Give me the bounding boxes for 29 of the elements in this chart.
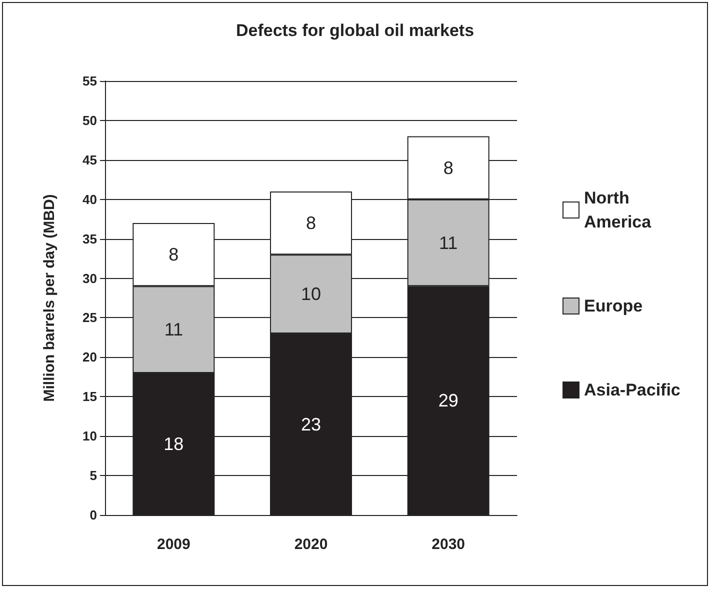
data-label: 23	[300, 414, 322, 434]
y-tick-label: 55	[82, 74, 97, 88]
data-label: 8	[168, 244, 179, 265]
y-tick-label: 30	[82, 270, 97, 286]
y-tick-label: 35	[82, 231, 97, 246]
y-tick-label: 40	[82, 192, 97, 207]
data-label: 29	[438, 390, 458, 411]
y-axis-title: Million barrels per day (MBD)	[41, 194, 58, 402]
y-tick-label: 10	[82, 428, 97, 444]
y-tick-label: 50	[82, 112, 97, 128]
legend-label: Europe	[584, 296, 643, 316]
y-tick-label: 15	[82, 389, 97, 404]
legend-label: North America	[584, 188, 652, 232]
chart-title: Defects for global oil markets	[236, 21, 474, 40]
y-tick-label: 0	[90, 508, 97, 522]
y-tick-label: 20	[82, 350, 97, 365]
data-label: 8	[306, 213, 316, 234]
x-tick-label: 2030	[432, 536, 466, 553]
x-tick-label: 2020	[294, 536, 328, 553]
y-tick-label: 25	[82, 310, 97, 326]
data-label: 11	[164, 320, 184, 340]
y-tick-label: 45	[82, 152, 97, 168]
data-label: 18	[164, 434, 184, 454]
data-label: 11	[438, 232, 458, 253]
y-tick-label: 5	[90, 468, 97, 484]
x-tick-label: 2009	[156, 536, 190, 553]
legend-label: Asia-Pacific	[584, 380, 680, 400]
data-label: 8	[443, 158, 454, 178]
data-label: 10	[300, 284, 322, 304]
